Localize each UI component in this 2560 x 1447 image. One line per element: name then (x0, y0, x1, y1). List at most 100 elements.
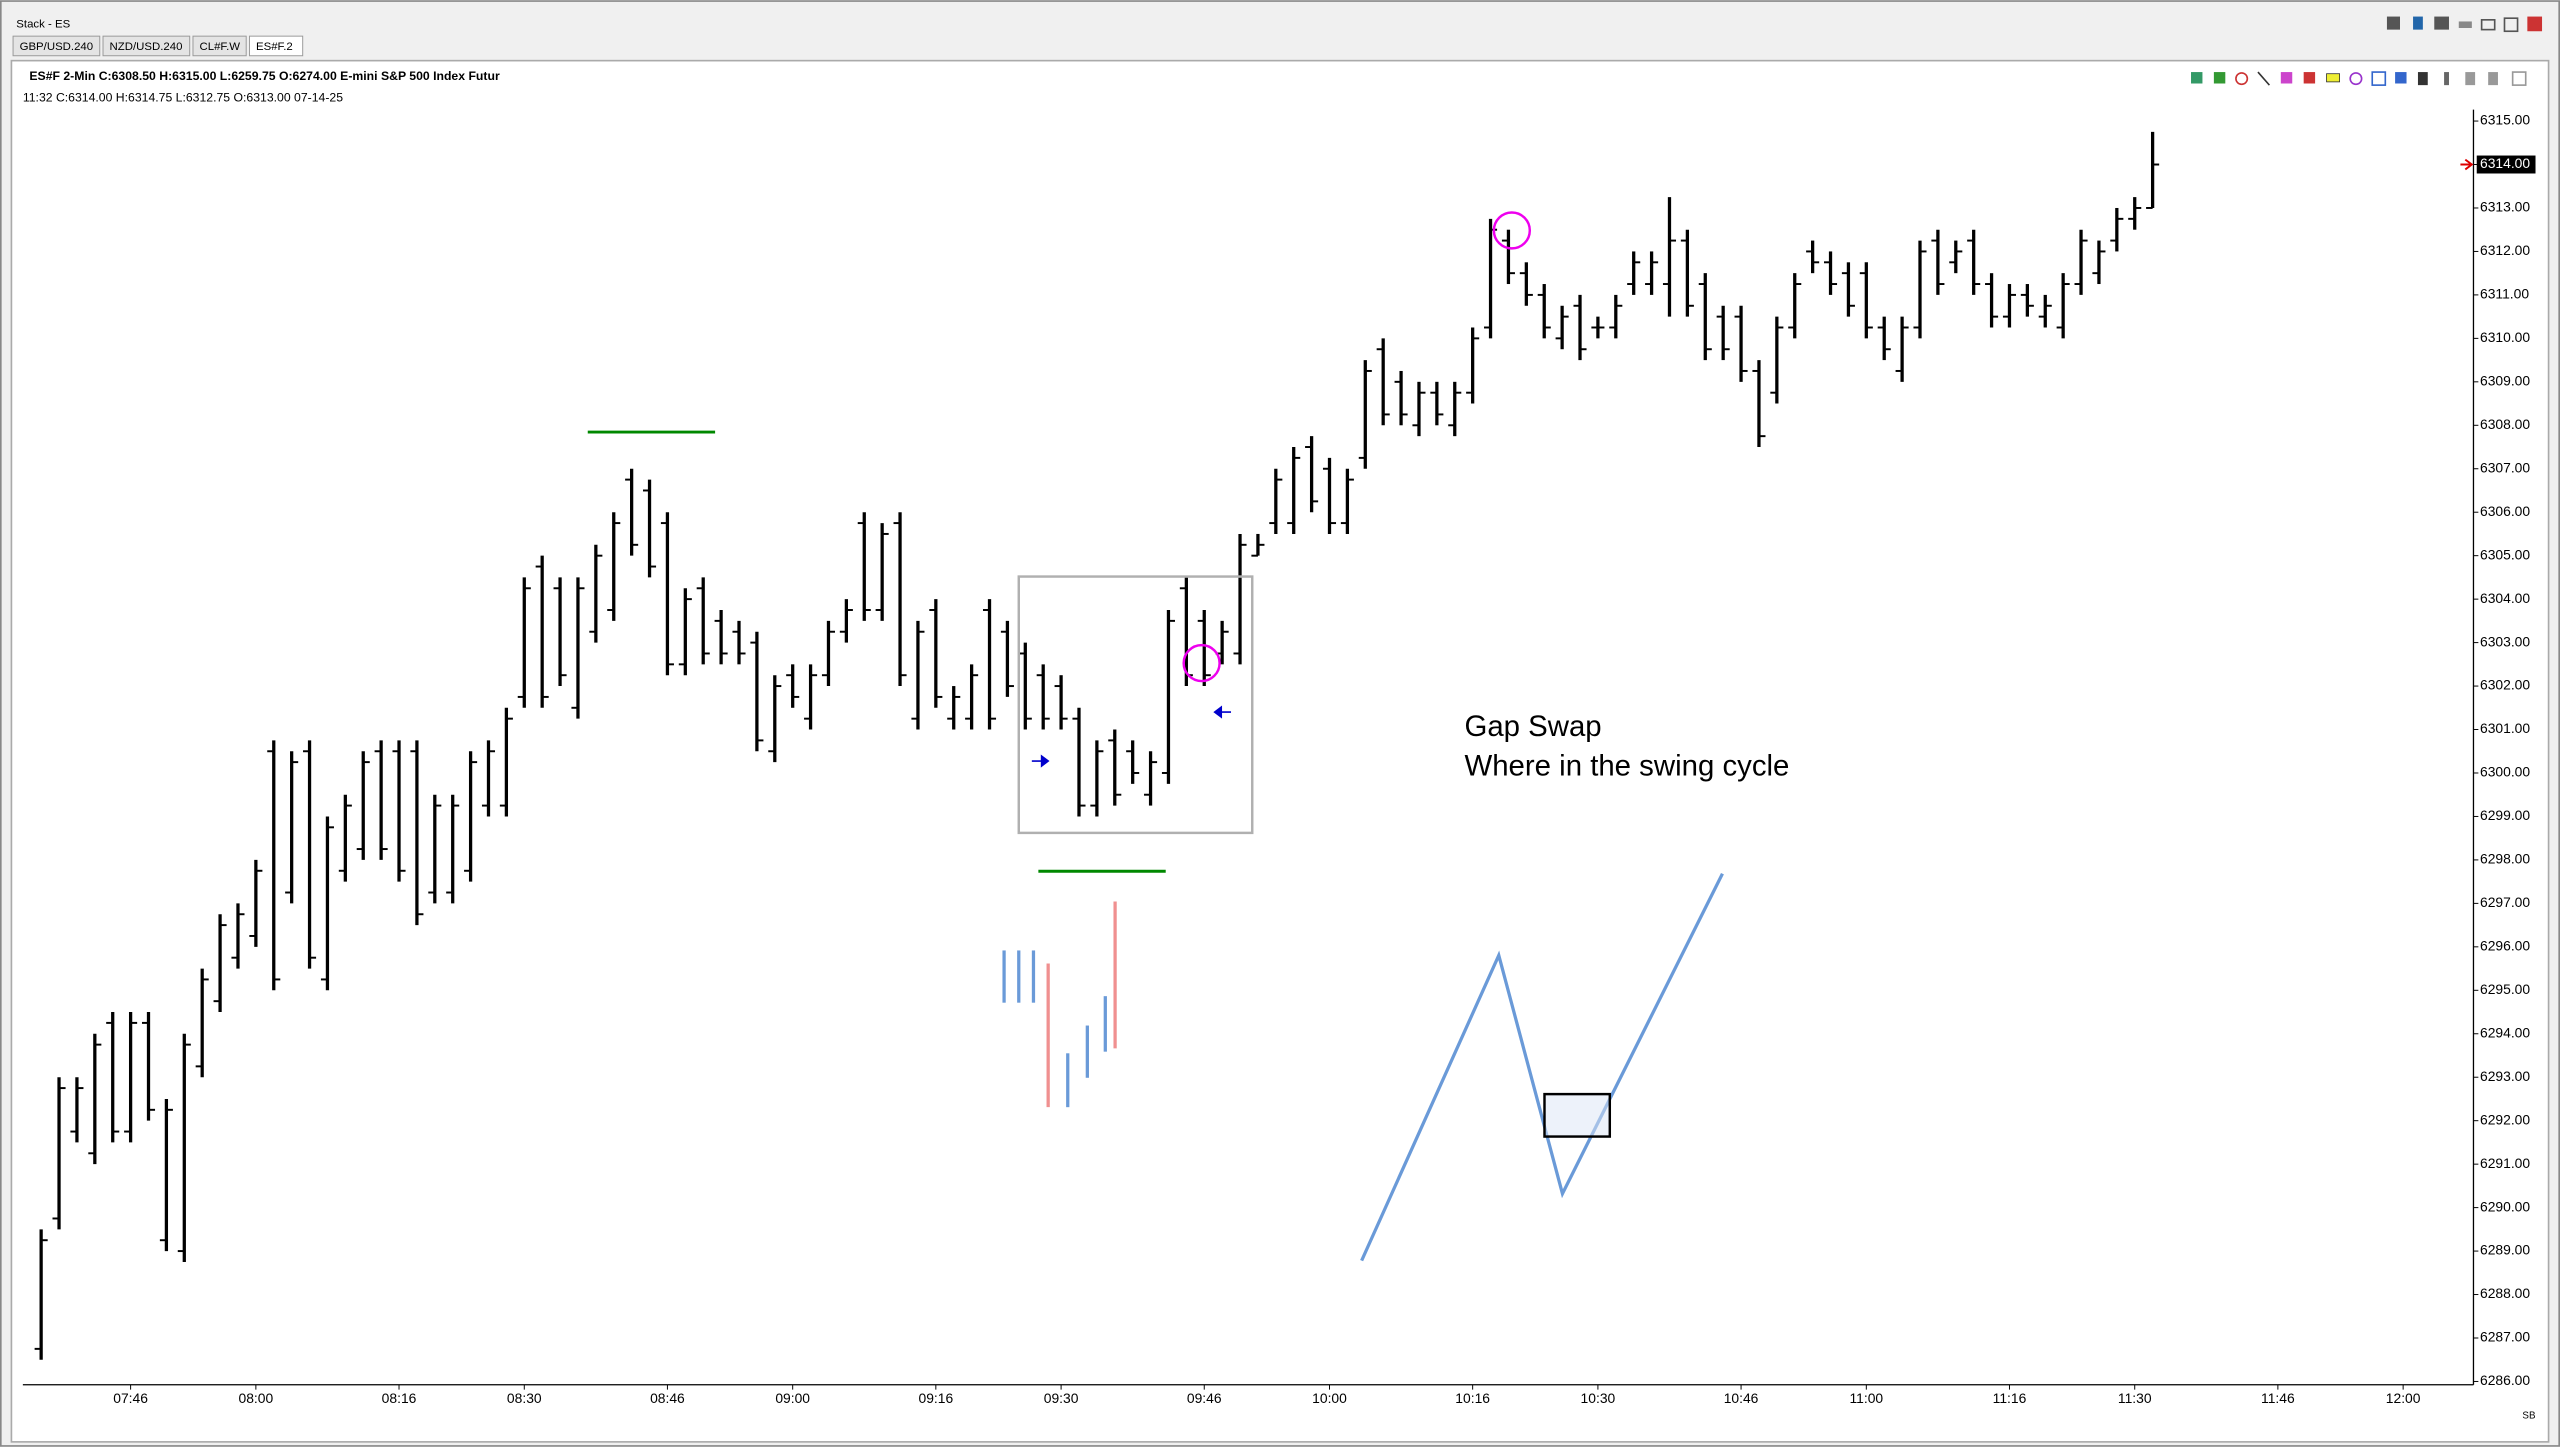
y-tick-label: 6303.00 (2480, 633, 2530, 649)
ohlc-bar (1752, 360, 1766, 448)
ohlc-bar (70, 1077, 84, 1143)
ohlc-bar (893, 512, 907, 687)
ohlc-bar (464, 751, 478, 882)
ohlc-bar (1161, 610, 1175, 784)
ohlc-bar (732, 620, 746, 665)
ohlc-bar (1466, 327, 1480, 404)
ohlc-bar (1537, 284, 1551, 339)
ohlc-bar (696, 577, 710, 665)
ohlc-bar (535, 555, 549, 708)
ohlc-bar (1501, 229, 1515, 285)
ohlc-bar (821, 620, 836, 687)
ohlc-bar (1985, 273, 1999, 328)
ohlc-bar (1609, 294, 1623, 339)
x-tick-label: 10:16 (1455, 1390, 1490, 1406)
tab[interactable] (102, 35, 191, 57)
tab-label: CL#F.W (200, 41, 241, 53)
y-tick-label: 6313.00 (2480, 199, 2530, 215)
ohlc-bar (2110, 207, 2124, 252)
ohlc-bar (195, 968, 209, 1078)
ohlc-bar (1376, 338, 1390, 426)
ohlc-bar (2128, 197, 2142, 230)
ohlc-bar (2020, 284, 2034, 317)
ohlc-bar (1197, 610, 1211, 687)
ohlc-bar (141, 1012, 156, 1121)
x-tick-label: 10:30 (1581, 1390, 1616, 1406)
circle-marker (1492, 211, 1532, 250)
ohlc-bar (643, 479, 657, 578)
ohlc-bar (1823, 251, 1838, 295)
ohlc-bar (517, 577, 531, 708)
ohlc-bar (320, 816, 334, 991)
x-tick-label: 11:46 (2261, 1390, 2295, 1406)
ohlc-bar (1251, 533, 1265, 557)
tab[interactable] (192, 35, 247, 57)
tab[interactable] (248, 35, 304, 57)
last-price-arrow (2460, 158, 2474, 171)
ohlc-bar (1770, 316, 1784, 404)
ohlc-bar (177, 1033, 191, 1262)
ohlc-bar (356, 751, 370, 860)
ohlc-bar (1680, 229, 1694, 317)
ohlc-bar (750, 631, 764, 752)
x-tick-label: 10:00 (1312, 1390, 1347, 1406)
ohlc-bar (2002, 284, 2017, 328)
ohlc-bar (159, 1098, 173, 1252)
ohlc-bar (1949, 240, 1963, 274)
y-tick-label: 6299.00 (2480, 807, 2530, 823)
x-tick-label: 09:00 (775, 1390, 810, 1406)
tab[interactable] (12, 35, 101, 57)
ohlc-bar (1841, 262, 1855, 317)
ohlc-bar (1788, 273, 1802, 339)
ohlc-bar (1895, 316, 1909, 382)
ohlc-bar (875, 523, 889, 621)
ohlc-bar (768, 675, 782, 763)
ohlc-bar (911, 620, 925, 730)
ohlc-bar (446, 794, 460, 904)
ohlc-bar (1287, 447, 1301, 534)
ohlc-bar (1322, 457, 1337, 534)
ohlc-bar (392, 740, 406, 882)
ohlc-bar (1859, 262, 1873, 339)
ohlc-bar (2074, 229, 2088, 295)
ohlc-bar (1054, 675, 1068, 730)
ohlc-bar (374, 740, 388, 860)
y-tick-label: 6304.00 (2480, 590, 2530, 606)
y-tick-label: 6295.00 (2480, 981, 2530, 997)
y-tick-label: 6302.00 (2480, 677, 2530, 693)
ohlc-bar (249, 859, 263, 947)
ohlc-bar (2056, 273, 2070, 339)
ohlc-bar (267, 740, 281, 991)
y-tick-label: 6315.00 (2480, 112, 2530, 128)
chart-panel (10, 59, 2550, 1443)
y-tick-label: 6291.00 (2480, 1155, 2530, 1171)
ohlc-bar (338, 794, 352, 882)
annotation: Gap Swap (1464, 710, 1601, 743)
ohlc-bar (1394, 370, 1408, 426)
ohlc-bar (660, 512, 674, 676)
ohlc-bar (2038, 294, 2052, 328)
y-tick-label: 6305.00 (2480, 546, 2530, 562)
tab-label: GBP/USD.240 (20, 41, 94, 53)
ohlc-bar (1269, 468, 1283, 534)
last-price-label: 6314.00 (2480, 155, 2530, 171)
y-tick-label: 6306.00 (2480, 503, 2530, 519)
ohlc-bar (1662, 197, 1677, 317)
tab-label: ES#F.2 (256, 41, 293, 53)
ohlc-bar (1931, 229, 1945, 295)
ohlc-bar (2146, 131, 2160, 209)
ohlc-bar (804, 664, 818, 730)
y-tick-label: 6298.00 (2480, 851, 2530, 867)
y-tick-label: 6311.00 (2480, 286, 2529, 302)
ohlc-bar (2092, 240, 2106, 285)
close-button[interactable] (2527, 16, 2543, 32)
x-tick-label: 12:00 (2386, 1390, 2421, 1406)
ohlc-bar (1573, 294, 1587, 361)
y-tick-label: 6294.00 (2480, 1024, 2530, 1040)
x-tick-label: 11:00 (1849, 1390, 1883, 1406)
ohlc-bar (589, 544, 603, 643)
ohlc-bar (1555, 305, 1569, 350)
schematic-bars (1002, 901, 1117, 1108)
ohlc-bar (1913, 240, 1927, 339)
